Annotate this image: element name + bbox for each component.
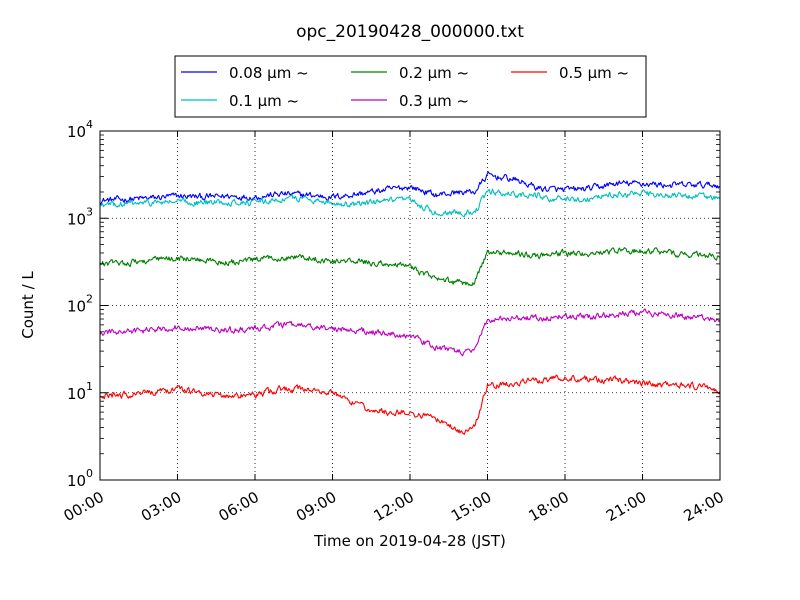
legend: 0.08 μm ~0.1 μm ~0.2 μm ~0.3 μm ~0.5 μm … — [174, 55, 647, 118]
chart-title: opc_20190428_000000.txt — [296, 22, 524, 42]
series-layer — [99, 171, 721, 435]
legend-item: 0.08 μm ~ — [181, 64, 309, 82]
series-line-0-08 — [99, 171, 721, 205]
y-tick-exponent: 2 — [86, 293, 93, 306]
x-tick-label: 00:00 — [61, 488, 107, 525]
x-tick-labels: 00:00 03:00 06:00 09:00 12:00 15:00 18:00 21:00… — [61, 488, 727, 525]
x-tick-label: 03:00 — [138, 488, 184, 525]
y-axis-label: Count / L — [19, 271, 37, 339]
legend-label: 0.08 μm ~ — [229, 64, 309, 82]
y-tick-label: 10 2 — [67, 293, 93, 316]
x-tick-label: 15:00 — [448, 488, 494, 525]
y-tick-base: 10 — [67, 210, 86, 228]
series-line-0-1 — [99, 188, 721, 218]
series-line-0-5 — [99, 374, 721, 435]
legend-item: 0.1 μm ~ — [181, 92, 299, 110]
y-tick-exponent: 0 — [86, 467, 93, 480]
legend-unit: μm ~ — [583, 64, 629, 82]
series-line-0-2 — [99, 247, 721, 287]
x-tick-label: 18:00 — [526, 488, 572, 525]
legend-unit: μm ~ — [423, 64, 469, 82]
legend-label: 0.3 μm ~ — [399, 92, 469, 110]
x-axis-label: Time on 2019-04-28 (JST) — [313, 532, 506, 550]
legend-unit: μm ~ — [253, 92, 299, 110]
x-tick-label: 24:00 — [681, 488, 727, 525]
legend-series-name: 0.3 — [399, 92, 423, 110]
legend-item: 0.2 μm ~ — [351, 64, 469, 82]
legend-label: 0.1 μm ~ — [229, 92, 299, 110]
y-tick-exponent: 4 — [86, 118, 93, 131]
y-tick-label: 10 0 — [67, 467, 93, 490]
series-line-0-3 — [99, 308, 721, 357]
legend-series-name: 0.2 — [399, 64, 423, 82]
x-tick-label: 06:00 — [216, 488, 262, 525]
legend-series-name: 0.5 — [559, 64, 583, 82]
plot-area — [99, 130, 721, 481]
x-tick-label: 21:00 — [603, 488, 649, 525]
y-tick-base: 10 — [67, 123, 86, 141]
y-tick-label: 10 3 — [67, 205, 93, 228]
grid — [100, 131, 720, 480]
y-tick-base: 10 — [67, 298, 86, 316]
ticks — [99, 130, 721, 481]
legend-box — [174, 55, 647, 118]
x-tick-label: 12:00 — [371, 488, 417, 525]
y-tick-base: 10 — [67, 472, 86, 490]
y-tick-exponent: 3 — [86, 205, 93, 218]
y-tick-base: 10 — [67, 385, 86, 403]
legend-series-name: 0.1 — [229, 92, 253, 110]
legend-unit: μm ~ — [423, 92, 469, 110]
y-tick-label: 10 1 — [67, 380, 93, 403]
legend-item: 0.5 μm ~ — [511, 64, 629, 82]
legend-label: 0.5 μm ~ — [559, 64, 629, 82]
x-tick-label: 09:00 — [293, 488, 339, 525]
legend-unit: μm ~ — [262, 64, 308, 82]
legend-series-name: 0.08 — [229, 64, 262, 82]
legend-label: 0.2 μm ~ — [399, 64, 469, 82]
legend-item: 0.3 μm ~ — [351, 92, 469, 110]
y-tick-exponent: 1 — [86, 380, 93, 393]
y-tick-label: 10 4 — [67, 118, 93, 141]
